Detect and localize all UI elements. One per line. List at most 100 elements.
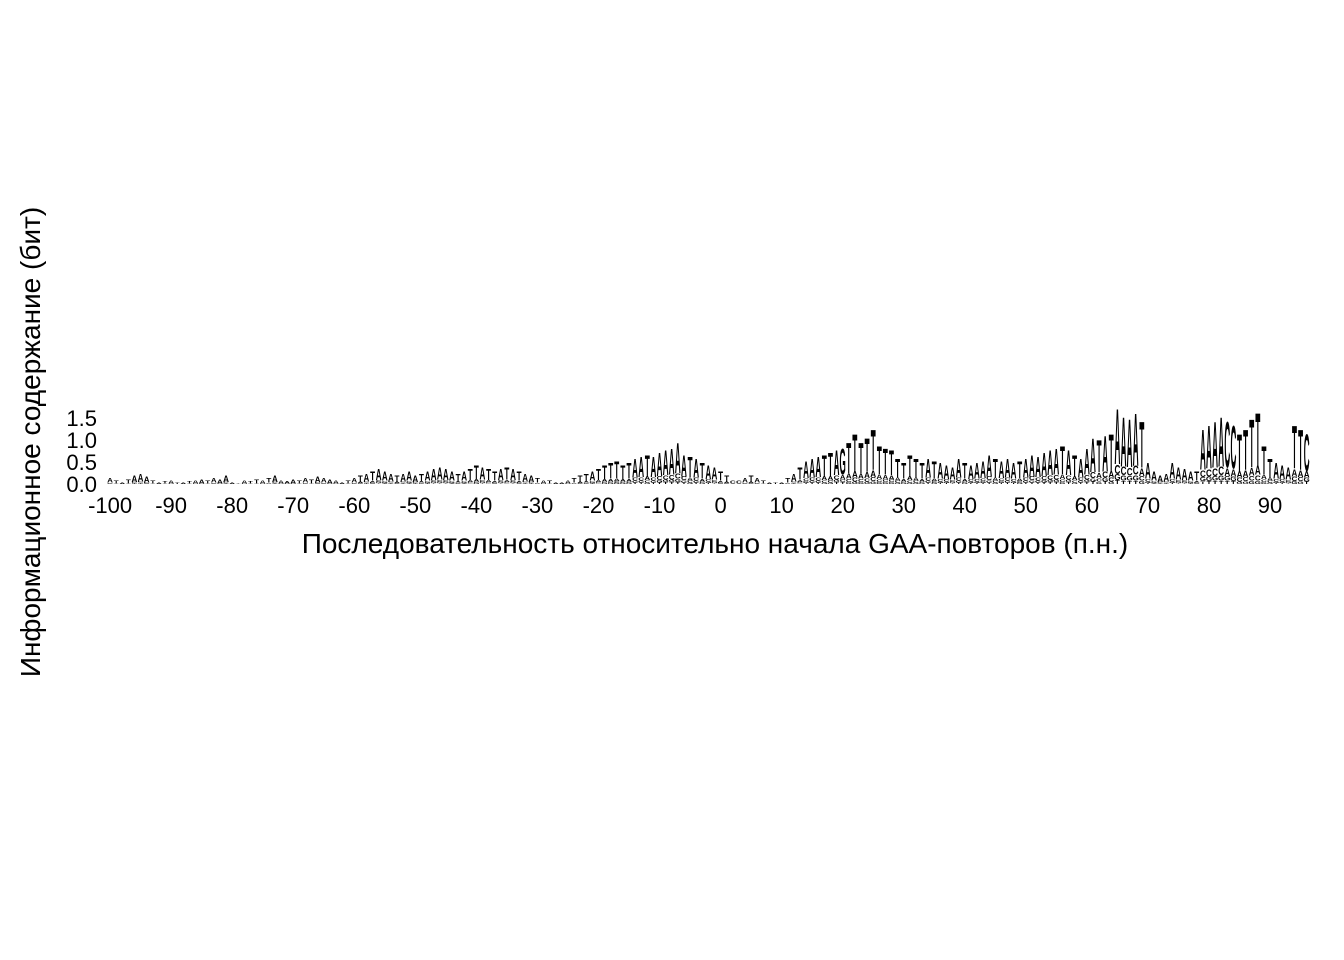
logo-column: GCA (107, 476, 114, 484)
logo-letter-a: A (1163, 472, 1169, 485)
logo-letter-g: G (412, 483, 419, 484)
logo-letter-t: T (907, 449, 912, 483)
logo-letter-a: A (1023, 454, 1029, 484)
logo-letter-a: A (504, 480, 511, 483)
logo-letter-c: C (1133, 465, 1139, 478)
logo-letter-c: C (632, 477, 638, 482)
logo-column: AT (150, 480, 156, 485)
logo-letter-c: C (748, 483, 754, 484)
logo-letter-a: A (919, 478, 925, 482)
logo-letter-t: T (877, 439, 882, 483)
logo-letter-c: C (211, 483, 217, 484)
logo-letter-t: T (187, 481, 192, 485)
logo-letter-g: G (791, 483, 798, 484)
logo-letter-g: G (144, 483, 151, 484)
logo-letter-c: C (834, 475, 840, 481)
logo-letter-a: A (852, 469, 858, 479)
logo-letter-a: A (986, 449, 992, 483)
logo-letter-c: C (565, 483, 571, 484)
logo-letter-a: A (302, 476, 309, 484)
logo-letter-a: A (266, 483, 272, 484)
logo-letter-a: A (809, 454, 815, 484)
logo-letter-c: C (797, 482, 804, 484)
logo-letter-g: G (797, 483, 804, 484)
logo-letter-c: C (1084, 473, 1090, 481)
logo-letter-c: C (418, 483, 424, 484)
logo-letter-c: C (449, 481, 456, 483)
logo-letter-c: C (333, 483, 339, 484)
logo-letter-g: G (846, 482, 853, 485)
logo-letter-g: G (314, 483, 321, 484)
logo-letter-c: C (1255, 474, 1261, 483)
logo-letter-a: A (583, 481, 590, 483)
logo-letter-a: A (223, 473, 229, 483)
logo-letter-t: T (785, 476, 790, 484)
logo-letter-c: C (687, 481, 694, 484)
logo-letter-c: C (754, 483, 760, 484)
logo-letter-g: G (1096, 481, 1103, 485)
logo-letter-t: T (272, 484, 278, 485)
logo-letter-c: C (596, 482, 603, 484)
logo-letter-g: G (1218, 474, 1224, 482)
logo-letter-t: T (1017, 456, 1022, 483)
logo-letter-a: A (687, 477, 693, 482)
logo-column: AT (162, 481, 168, 485)
logo-letter-a: A (742, 476, 749, 484)
logo-letter-a: A (1127, 407, 1133, 483)
logo-letter-c: C (846, 478, 852, 483)
logo-letter-a: A (1005, 454, 1011, 484)
logo-letter-c: C (1188, 481, 1195, 483)
logo-column: GCA (314, 475, 321, 484)
logo-letter-t: T (572, 476, 577, 484)
logo-letter-c: C (980, 478, 986, 482)
logo-letter-t: T (810, 483, 816, 485)
logo-letter-t: T (443, 483, 449, 484)
logo-letter-t: T (1158, 484, 1164, 485)
logo-letter-c: C (1005, 477, 1011, 482)
logo-letter-g: G (925, 481, 932, 484)
logo-letter-a: A (382, 470, 388, 484)
logo-letter-c: C (681, 476, 687, 481)
logo-letter-c: C (657, 476, 663, 482)
logo-letter-a: A (217, 479, 223, 484)
logo-letter-g: G (693, 481, 700, 484)
logo-letter-g: G (858, 482, 865, 485)
logo-letter-a: A (1182, 466, 1188, 484)
logo-letter-c: C (266, 484, 272, 485)
logo-letter-g: G (1041, 480, 1048, 484)
logo-letter-a: A (394, 482, 401, 484)
logo-letter-g: G (424, 482, 431, 483)
logo-letter-a: A (1108, 469, 1114, 479)
logo-letter-t: T (1127, 481, 1132, 486)
logo-column: A (779, 483, 786, 485)
logo-letter-c: C (241, 483, 247, 484)
logo-letter-g: G (1004, 481, 1011, 484)
logo-letter-g: G (1017, 483, 1024, 485)
logo-letter-a: A (1078, 454, 1084, 484)
logo-letter-t: T (834, 482, 839, 484)
logo-letter-t: T (578, 473, 584, 483)
logo-letter-g: G (479, 482, 486, 484)
logo-letter-g: G (968, 482, 975, 484)
logo-letter-a: A (821, 476, 827, 481)
logo-column: CAT (266, 476, 272, 484)
logo-letter-t: T (950, 483, 956, 484)
logo-letter-t: T (1292, 414, 1297, 483)
